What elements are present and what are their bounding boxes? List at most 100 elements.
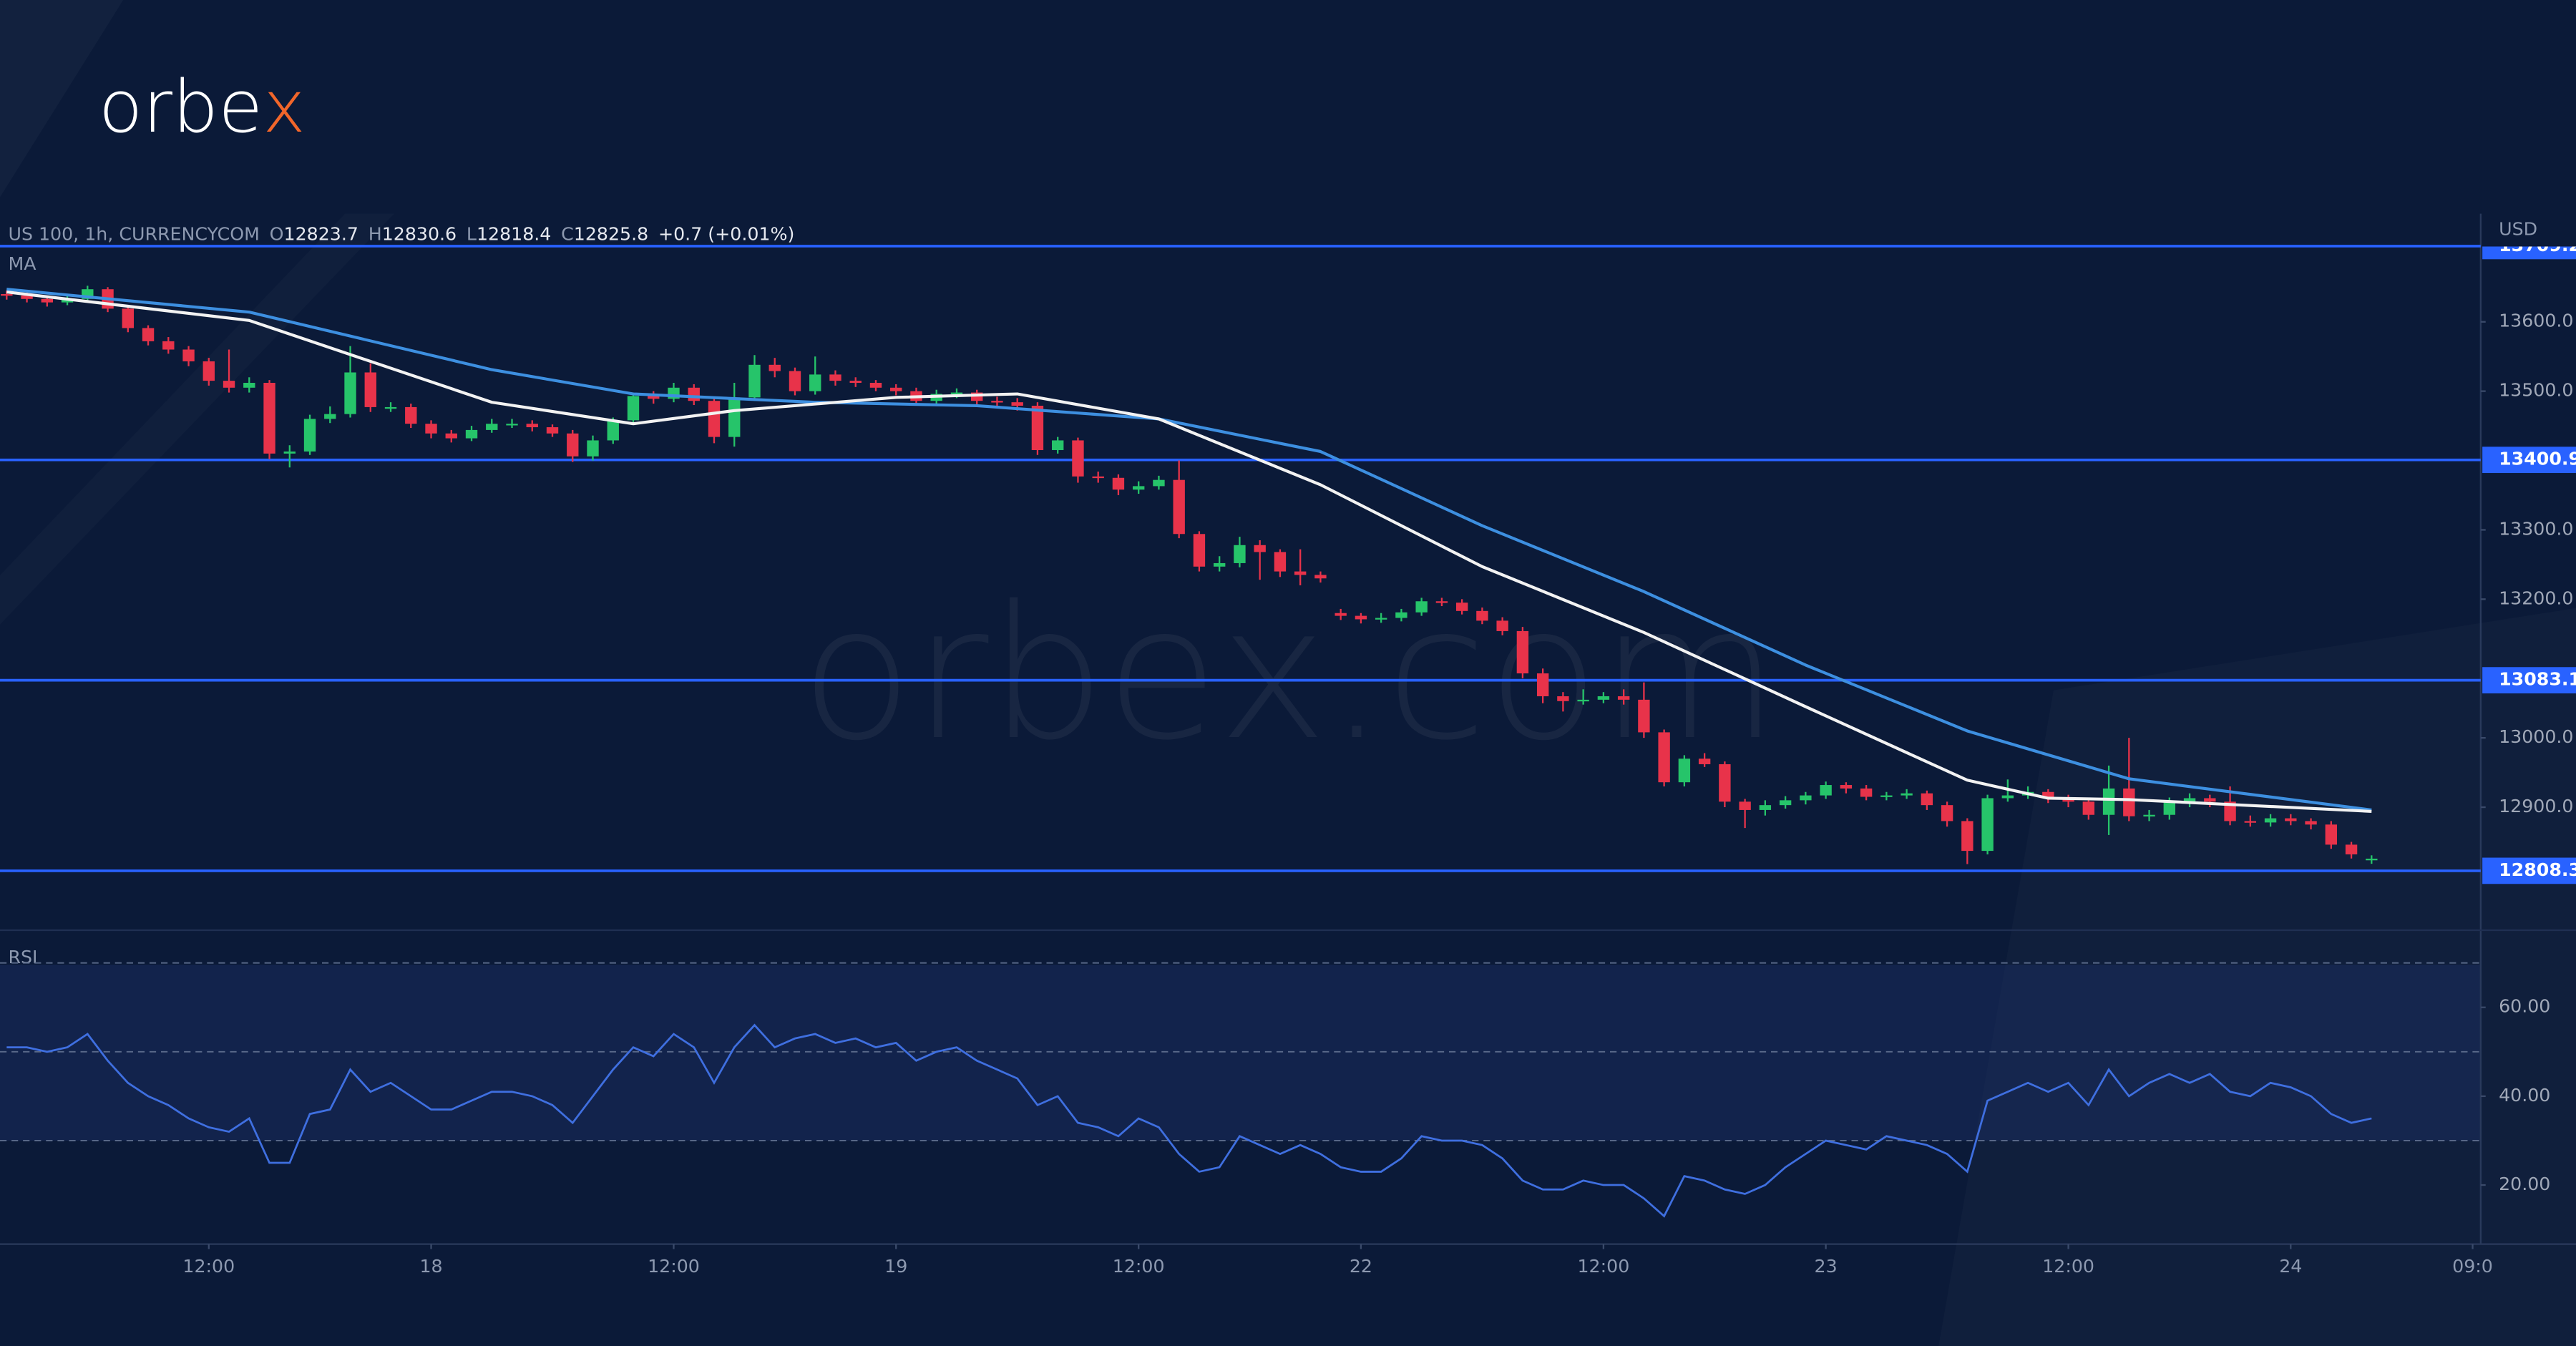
- candle-body: [1941, 805, 1953, 821]
- candle-body: [2264, 818, 2277, 823]
- ma-line: [6, 291, 2372, 813]
- candle-body: [425, 424, 437, 434]
- ma-line: [6, 288, 2372, 811]
- candle-body: [1476, 610, 1488, 621]
- ohlc-value: 12818.4: [477, 223, 551, 244]
- header: US 100, 1h, CURRENCYCOM O12823.7 H12830.6 L…: [8, 223, 794, 244]
- candle-body: [849, 381, 862, 384]
- x-tick-label: 18: [419, 1256, 442, 1277]
- candle-body: [1173, 479, 1185, 535]
- candle-body: [283, 451, 296, 454]
- candle-body: [1921, 793, 1933, 806]
- candle-body: [728, 397, 741, 437]
- candle-body: [1234, 545, 1246, 563]
- candle-body: [809, 374, 821, 391]
- candle-body: [1981, 798, 1994, 852]
- ohlc-label: L: [467, 223, 477, 244]
- candle-body: [405, 406, 417, 424]
- candle-body: [2082, 801, 2095, 815]
- candle-body: [829, 374, 841, 381]
- ohlc-label: C: [561, 223, 574, 244]
- watermark-part: orbe: [801, 566, 1219, 781]
- candle-body: [1779, 800, 1792, 806]
- candle-body: [1577, 699, 1589, 702]
- rsi-tick-label: 40.00: [2499, 1085, 2550, 1106]
- level-label: 13400.9: [2499, 449, 2576, 469]
- candle-body: [162, 341, 175, 350]
- symbol: US 100, 1h, CURRENCYCOM: [8, 223, 259, 244]
- candle-body: [1011, 402, 1023, 406]
- candle-body: [2001, 795, 2014, 799]
- candle-body: [506, 424, 518, 426]
- candle-body: [1638, 699, 1650, 733]
- candle-body: [122, 308, 134, 328]
- candle-body: [1820, 785, 1832, 796]
- candle-body: [2143, 814, 2155, 817]
- candle-body: [1860, 788, 1873, 797]
- logo-part: x: [263, 64, 306, 149]
- candle-body: [1193, 534, 1206, 567]
- x-tick-label: 19: [884, 1256, 907, 1277]
- candle-body: [2123, 788, 2135, 816]
- candle-body: [364, 372, 376, 407]
- candle-body: [1213, 562, 1226, 567]
- candle-body: [1597, 696, 1610, 700]
- level-label-box: [2482, 246, 2576, 260]
- x-tick-label: 12:00: [1113, 1256, 1165, 1277]
- watermark: orbex.com: [801, 566, 1780, 781]
- candle-body: [526, 424, 538, 428]
- candle-body: [708, 401, 721, 437]
- candle-body: [950, 392, 963, 394]
- candle-body: [1395, 612, 1407, 618]
- candle-body: [567, 433, 579, 457]
- y-tick-label: 13600.0: [2499, 311, 2573, 331]
- candle-body: [2102, 788, 2115, 815]
- rsi-line: [6, 1023, 2372, 1218]
- candle-body: [1536, 673, 1549, 697]
- candle-body: [324, 414, 336, 419]
- candle-body: [1496, 620, 1508, 631]
- watermark-part: .com: [1327, 566, 1779, 781]
- candle-body: [1759, 805, 1772, 810]
- candle-body: [1415, 601, 1428, 613]
- candle-body: [2305, 821, 2317, 825]
- candle-body: [1739, 801, 1751, 810]
- ohlc-value: 12825.8: [574, 223, 648, 244]
- candle-body: [243, 383, 255, 388]
- x-tick-label: 12:00: [648, 1256, 700, 1277]
- change: +0.7 (+0.01%): [658, 223, 794, 244]
- candle-body: [1031, 405, 1044, 451]
- candle-body: [1132, 486, 1145, 490]
- candle-body: [2224, 801, 2236, 821]
- candle-body: [1698, 759, 1711, 764]
- candle-body: [142, 328, 155, 341]
- candle-body: [384, 406, 397, 409]
- candle-body: [748, 364, 761, 398]
- candle-body: [203, 361, 215, 381]
- candle-body: [769, 364, 781, 371]
- ohlc-label: H: [369, 223, 382, 244]
- candle-body: [303, 419, 316, 452]
- candle-body: [1335, 613, 1347, 616]
- candle-body: [587, 440, 599, 457]
- candle-body: [1901, 793, 1913, 796]
- candle-body: [627, 396, 640, 421]
- x-tick-label: 12:00: [182, 1256, 235, 1277]
- level-label-box: [2482, 447, 2576, 474]
- candle-body: [223, 381, 235, 388]
- candle-body: [648, 396, 660, 399]
- x-tick-label: 12:00: [2042, 1256, 2094, 1277]
- level-labels: 13709.2 13400.9 13083.1 12808.3: [2482, 246, 2576, 884]
- candle-body: [465, 429, 478, 439]
- candle-body: [1455, 603, 1468, 611]
- candle-body: [2325, 824, 2337, 845]
- candle-body: [486, 424, 498, 430]
- level-label-box: [2482, 857, 2576, 884]
- y-tick-label: 13200.0: [2499, 587, 2573, 608]
- candle-body: [1840, 785, 1853, 789]
- candle-body: [1880, 795, 1893, 797]
- ohlc-label: O: [270, 223, 284, 244]
- candle-body: [2366, 858, 2378, 861]
- candle-body: [1294, 571, 1307, 575]
